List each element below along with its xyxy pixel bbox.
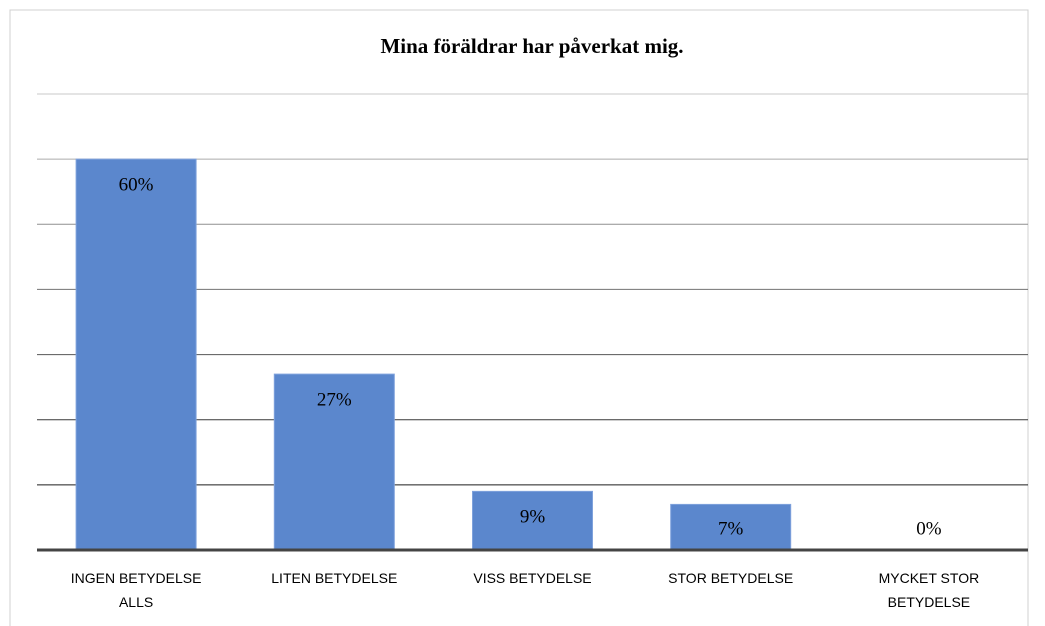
x-tick-label: MYCKET STOR BETYDELSE [878,570,980,610]
x-tick-label: STOR BETYDELSE [668,570,794,586]
data-label: 7% [718,518,744,539]
chart-frame [9,9,1029,626]
data-label: 27% [317,389,352,410]
data-label: 60% [119,175,154,196]
bar [273,373,395,551]
chart-title: Mina föräldrar har påverkat mig. [380,34,683,58]
x-tick-label: INGEN BETYDELSE ALLS [70,570,202,610]
data-label: 0% [916,518,942,539]
x-tick-label: LITEN BETYDELSE [271,570,398,586]
data-label: 9% [520,507,546,528]
bar [75,158,197,551]
x-tick-label: VISS BETYDELSE [473,570,592,586]
